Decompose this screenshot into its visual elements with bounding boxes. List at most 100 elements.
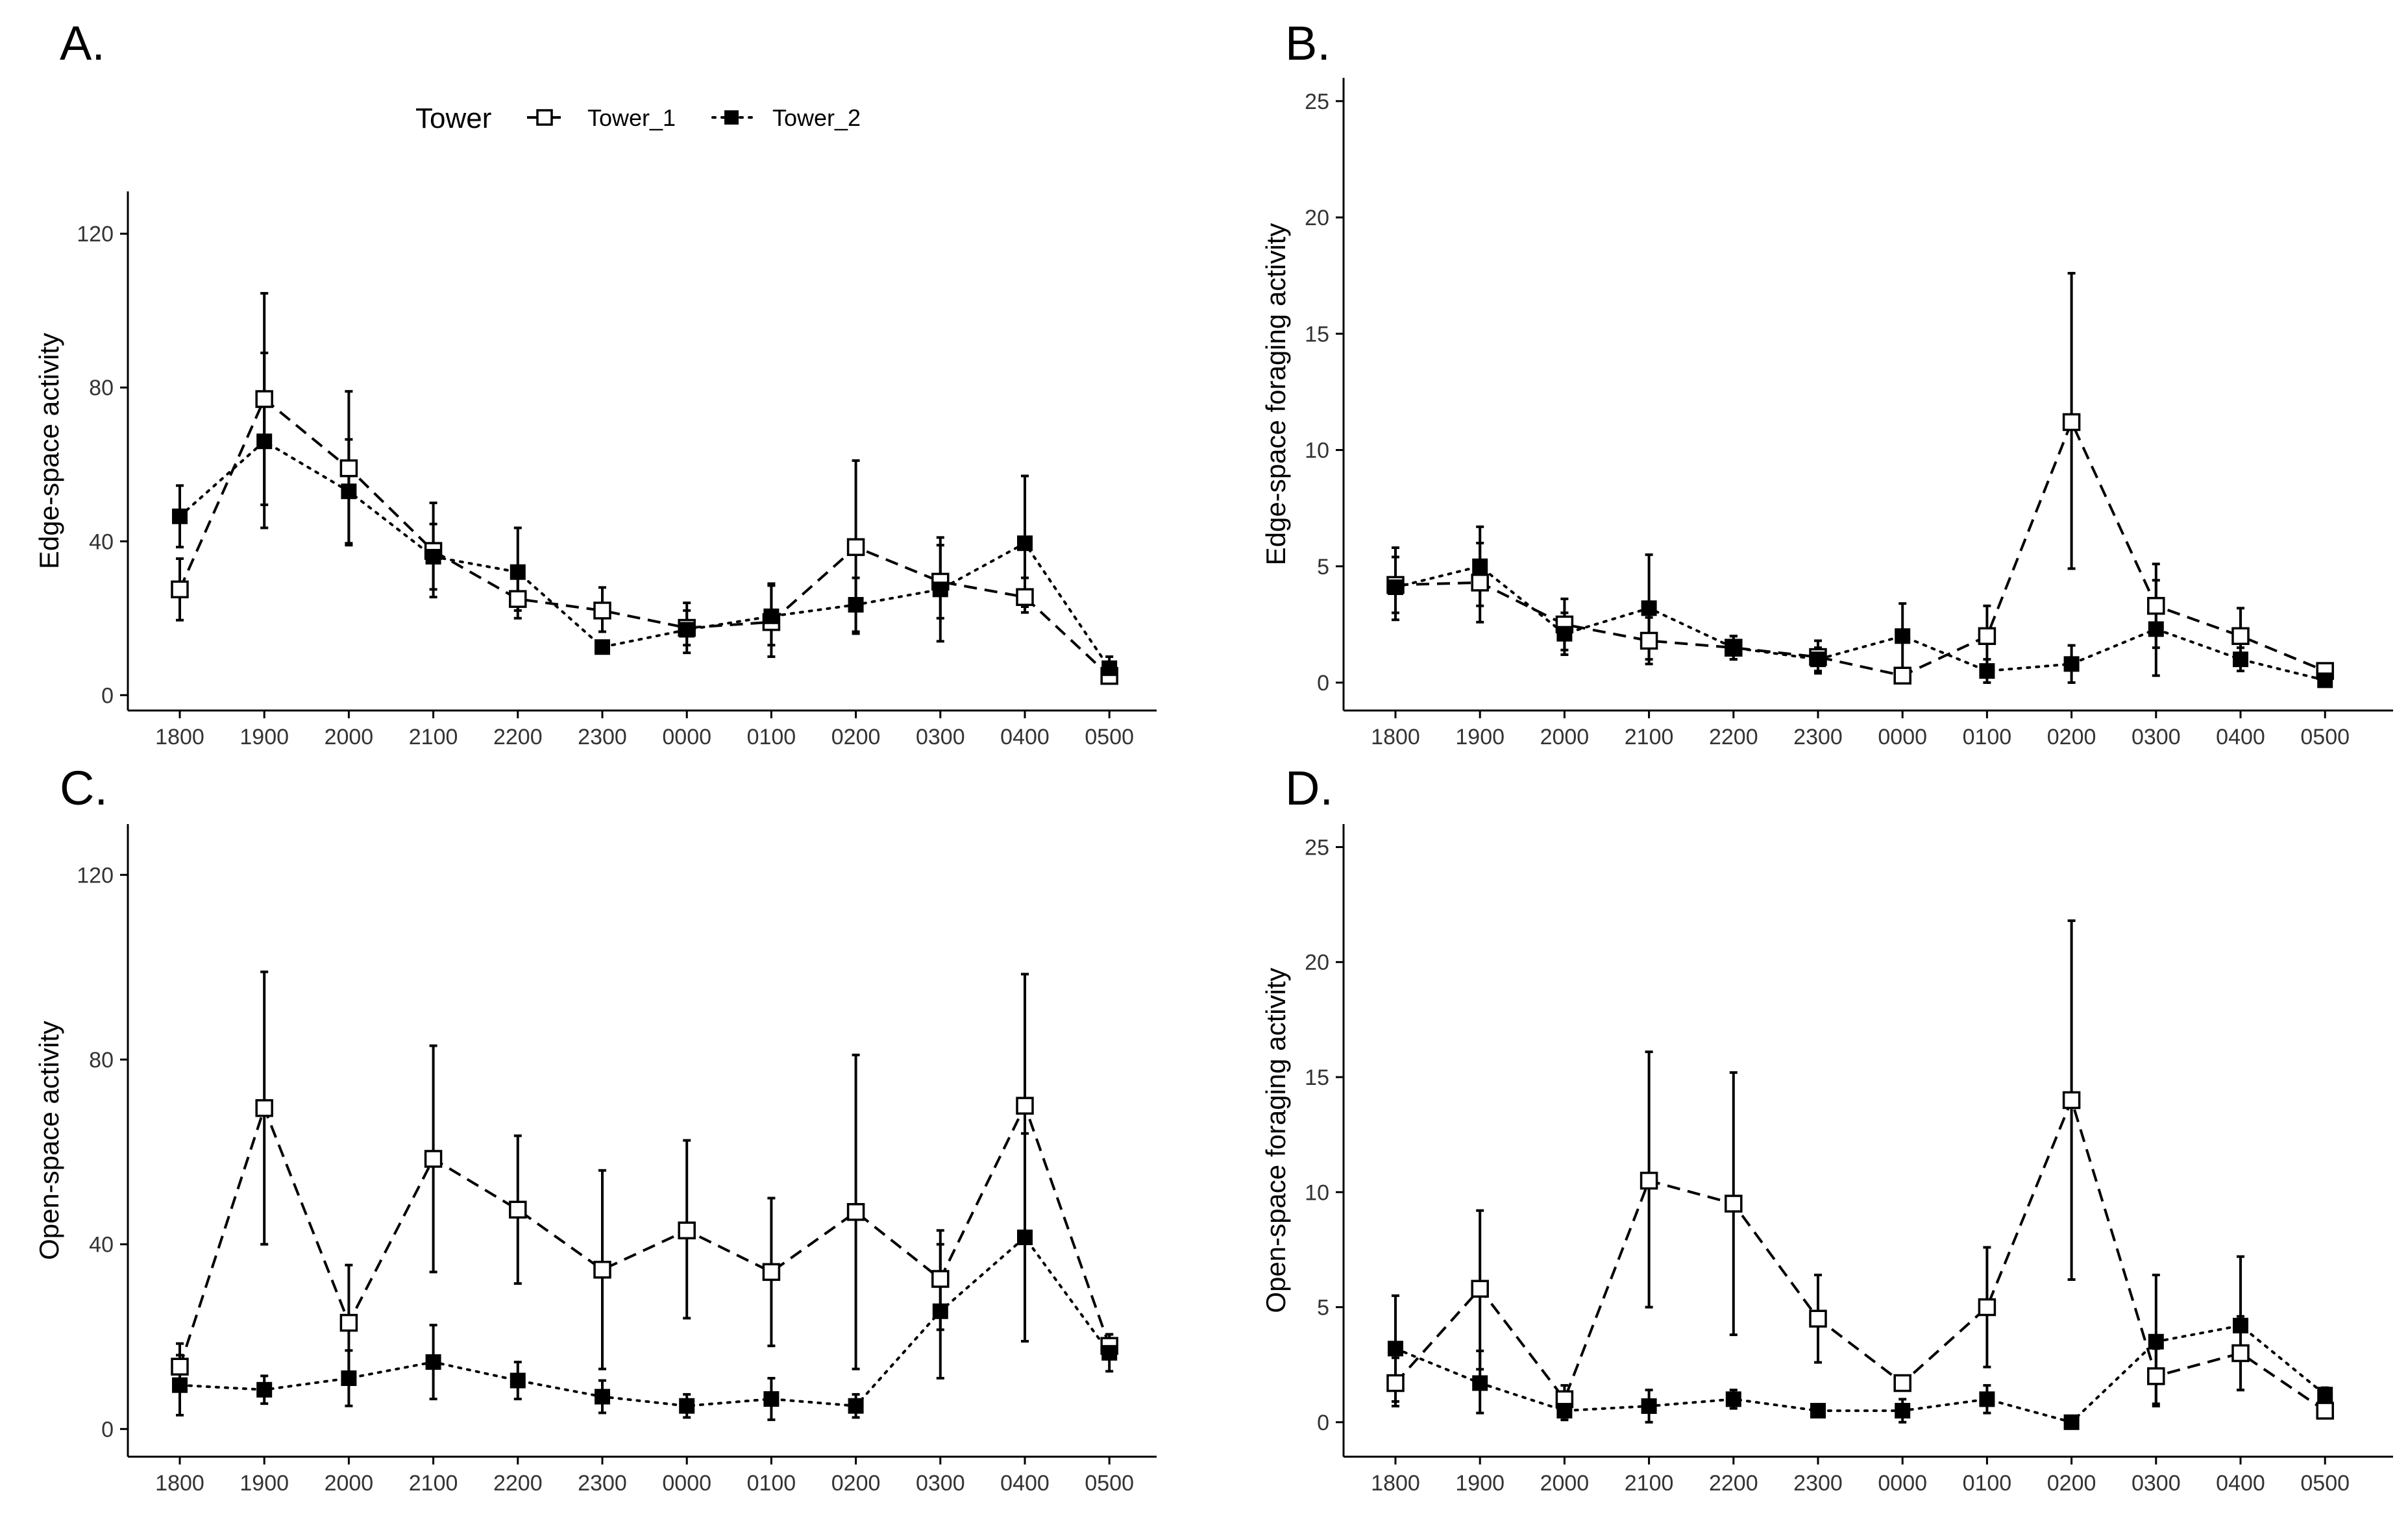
x-tick-label: 2000 [1540, 725, 1590, 749]
y-tick-label: 0 [1317, 1411, 1329, 1435]
data-point-tower_1 [1471, 1280, 1489, 1298]
data-point-tower_2 [679, 622, 695, 638]
data-point-tower_1 [1640, 631, 1658, 650]
y-tick-label: 120 [77, 222, 114, 247]
panel-a: A. 0 40 80 120 1800 1900 2000 2100 2200 2300 0000 01… [34, 16, 1157, 749]
panel-letter: B. [1285, 16, 1331, 70]
y-tick-label: 80 [89, 1048, 114, 1073]
data-point-tower_1 [1640, 1171, 1658, 1190]
data-point-tower_1 [678, 1221, 696, 1240]
data-point-tower_2 [172, 508, 188, 524]
data-point-tower_1 [1016, 588, 1034, 606]
data-point-tower_2 [256, 1381, 273, 1398]
x-tick-label: 2000 [1540, 1471, 1590, 1496]
x-tick-label: 1900 [240, 725, 289, 749]
y-tick-label: 0 [1317, 671, 1329, 696]
data-point-tower_2 [1895, 628, 1911, 644]
legend-key-tower-2 [711, 110, 753, 125]
data-point-tower_1 [1893, 666, 1911, 685]
data-point-tower_2 [932, 1303, 948, 1319]
data-point-tower_2 [595, 639, 610, 655]
data-point-tower_1 [1978, 627, 1996, 646]
data-point-tower_1 [1471, 574, 1489, 592]
data-point-tower_1 [424, 1150, 443, 1168]
y-tick-label: 120 [77, 863, 114, 888]
panel-c: C. 0 40 80 120 1800 1900 2000 2100 2200 2300 0000 01… [34, 761, 1157, 1496]
x-tick-label: 0200 [2047, 725, 2096, 749]
data-point-tower_2 [595, 1389, 610, 1405]
y-tick-label: 5 [1317, 555, 1329, 579]
x-tick-label: 2200 [1709, 725, 1758, 749]
y-tick-label: 15 [1305, 322, 1329, 346]
series-line-tower_2 [1394, 565, 2327, 682]
y-tick-label: 10 [1305, 439, 1329, 463]
legend-label-tower-1: Tower_1 [587, 104, 676, 131]
x-tick-label: 0200 [831, 725, 881, 749]
y-tick-label: 80 [89, 376, 114, 400]
data-point-tower_1 [255, 1099, 273, 1117]
data-point-tower_2 [172, 1377, 188, 1393]
series-line-tower_1 [1395, 419, 2326, 677]
panel-b: B. 0 5 10 15 20 25 1800 1900 2000 2100 2200 2300 0000… [1260, 16, 2393, 749]
data-point-tower_1 [509, 590, 527, 608]
x-tick-label: 0100 [1963, 725, 2012, 749]
data-point-tower_2 [848, 1398, 864, 1414]
data-point-tower_2 [1472, 558, 1488, 574]
y-tick-label: 40 [89, 1233, 114, 1258]
x-tick-label: 2100 [1625, 1471, 1674, 1496]
x-tick-label: 0100 [1963, 1471, 2012, 1496]
y-tick-label: 15 [1305, 1065, 1329, 1090]
x-tick-label: 1900 [1455, 1471, 1505, 1496]
data-point-tower_2 [1017, 535, 1033, 552]
x-tick-label: 0300 [916, 1471, 965, 1496]
y-tick-label: 0 [101, 1417, 114, 1442]
x-tick-label: 1800 [155, 725, 204, 749]
x-tick-label: 2200 [1709, 1471, 1758, 1496]
x-tick-label: 2200 [493, 1471, 543, 1496]
x-tick-label: 0400 [1000, 725, 1050, 749]
y-tick-label: 25 [1305, 835, 1329, 860]
data-point-tower_1 [2316, 1402, 2334, 1420]
x-tick-label: 1800 [155, 1471, 204, 1496]
x-tick-label: 1800 [1371, 1471, 1420, 1496]
data-point-tower_2 [679, 1398, 695, 1414]
series-line-tower_2 [178, 439, 1111, 670]
data-point-tower_2 [2148, 621, 2164, 637]
data-point-tower_2 [256, 433, 273, 450]
series-line-tower_1 [178, 1102, 1111, 1367]
data-point-tower_1 [593, 602, 611, 620]
x-tick-label: 2000 [325, 1471, 374, 1496]
data-point-tower_1 [1809, 1309, 1827, 1328]
x-tick-label: 0100 [747, 1471, 796, 1496]
legend-marker-filled-square [724, 110, 739, 125]
data-point-tower_2 [1979, 1391, 1995, 1407]
x-tick-label: 1900 [1455, 725, 1505, 749]
x-tick-label: 2000 [325, 725, 374, 749]
data-point-tower_2 [1472, 1375, 1488, 1391]
data-point-tower_2 [1979, 663, 1995, 679]
data-point-tower_1 [846, 1203, 865, 1221]
data-point-tower_1 [509, 1200, 527, 1219]
data-point-tower_1 [1386, 1374, 1405, 1392]
x-tick-label: 0500 [2300, 1471, 2350, 1496]
x-tick-label: 2300 [578, 1471, 627, 1496]
data-point-tower_1 [339, 459, 358, 478]
data-point-tower_2 [2063, 1414, 2080, 1430]
series-line-tower_1 [178, 396, 1111, 677]
x-tick-label: 0500 [1085, 1471, 1134, 1496]
y-tick-label: 0 [101, 683, 114, 708]
legend-title: Tower [415, 103, 491, 134]
data-point-tower_2 [1725, 640, 1741, 656]
data-point-tower_1 [255, 390, 273, 408]
data-point-tower_1 [2062, 1091, 2081, 1110]
data-point-tower_2 [763, 1391, 780, 1407]
x-tick-label: 0400 [1000, 1471, 1050, 1496]
y-axis-title: Edge-space foraging activity [1260, 223, 1291, 566]
data-point-tower_2 [1725, 1391, 1741, 1407]
data-point-tower_1 [2231, 1344, 2250, 1363]
data-point-tower_2 [1017, 1229, 1033, 1245]
x-tick-label: 2300 [1793, 725, 1843, 749]
series-line-tower_2 [1394, 1324, 2327, 1424]
